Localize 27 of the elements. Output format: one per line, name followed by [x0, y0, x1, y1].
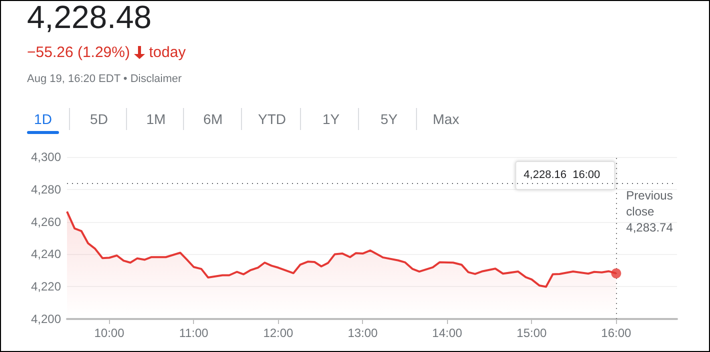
y-tick-label: 4,200	[30, 312, 62, 326]
text: Aug 19, 16:20 EDT • Disclaimer	[27, 73, 182, 85]
y-tick-label: 4,300	[30, 150, 62, 164]
ref-line-label: Previous close 4,283.74	[626, 188, 674, 234]
text: 1M	[145, 111, 167, 127]
y-tick-label: 4,280	[30, 182, 62, 196]
text: today	[149, 44, 186, 61]
text: 1D	[33, 111, 53, 127]
x-tick-label: 10:00	[94, 326, 125, 340]
annotation: 4,228.16 16:00	[524, 169, 600, 181]
y-tick-label: 4,240	[30, 247, 62, 262]
text: 5D	[89, 111, 109, 127]
x-tick-label: 15:00	[516, 326, 548, 340]
chart-title: 4,228.48	[27, 0, 152, 36]
y-tick-label: 4,220	[30, 280, 62, 294]
chart-subtitle: −55.26 (1.29%)	[27, 44, 130, 61]
y-tick-label: 4,260	[30, 214, 62, 229]
text: YTD	[257, 111, 287, 127]
x-tick-label: 11:00	[179, 326, 209, 340]
x-tick-label: 14:00	[432, 326, 463, 340]
text: 6M	[202, 111, 224, 127]
x-tick-label: 16:00	[601, 326, 632, 340]
text: Max	[432, 111, 460, 127]
x-tick-label: 13:00	[348, 326, 378, 340]
x-tick-label: 12:00	[263, 326, 294, 340]
text: 1Y	[321, 111, 341, 127]
text: 5Y	[379, 111, 399, 127]
